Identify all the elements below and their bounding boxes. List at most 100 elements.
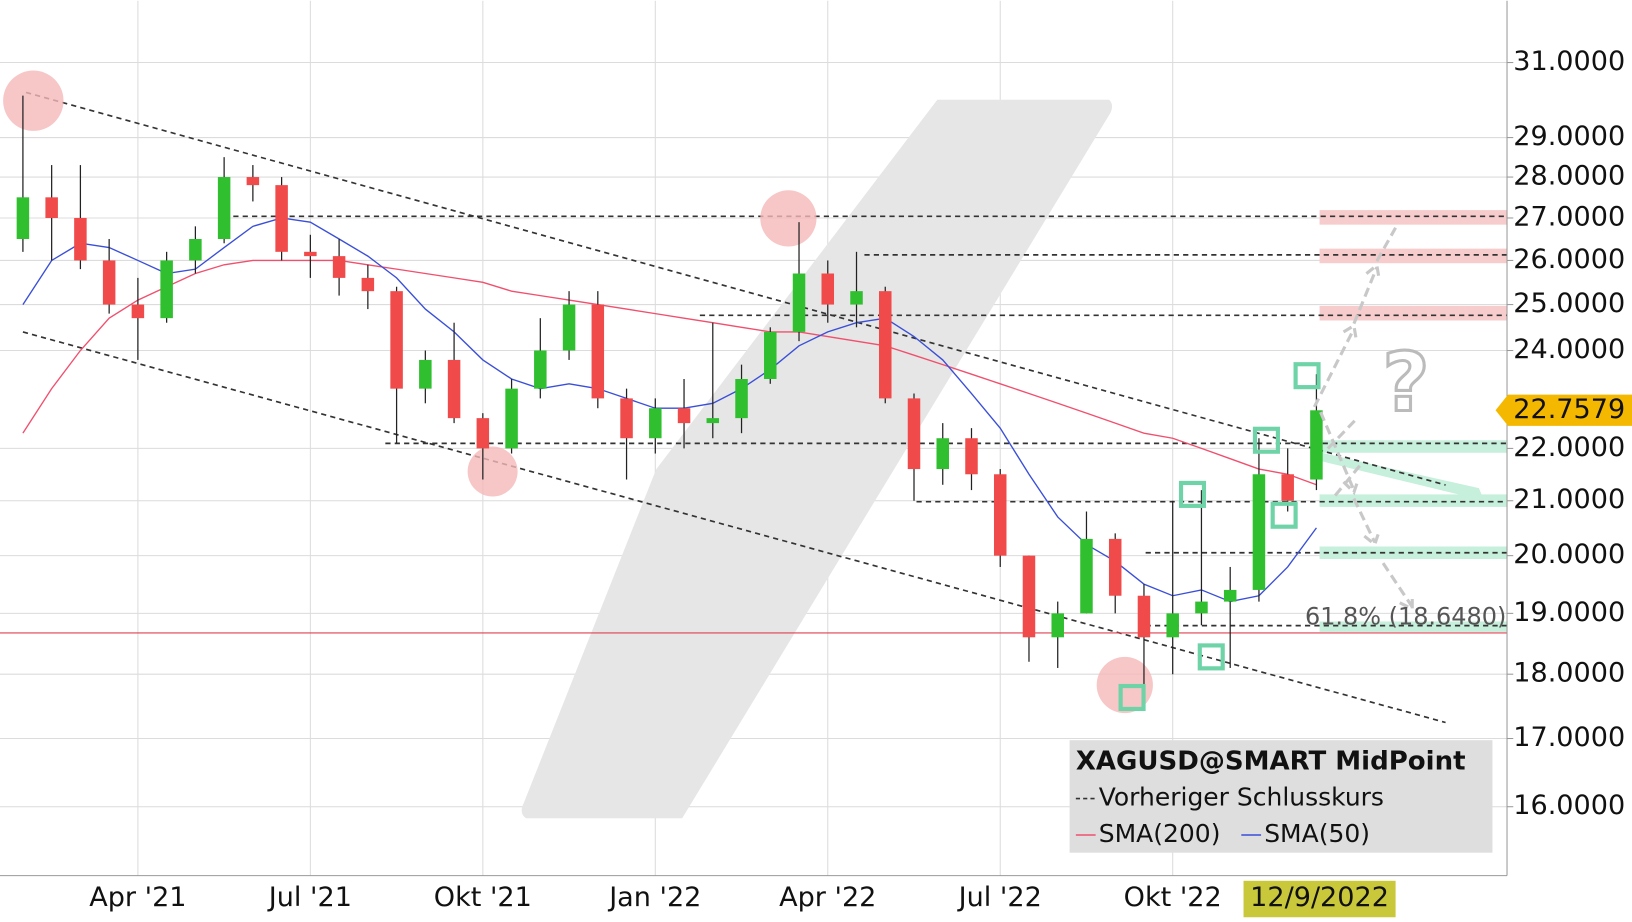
support-zone bbox=[1319, 494, 1508, 507]
candle-body bbox=[534, 350, 547, 389]
candle-body bbox=[419, 359, 432, 389]
candle-body bbox=[189, 239, 202, 261]
marker-square bbox=[1178, 480, 1207, 508]
candle-body bbox=[476, 418, 490, 449]
legend-box bbox=[1069, 740, 1493, 853]
highlights bbox=[3, 70, 1153, 714]
candle-body bbox=[45, 197, 58, 218]
y-tick-label: 17.0000 bbox=[1513, 722, 1625, 753]
candle-body bbox=[447, 359, 461, 419]
x-tick-label: Jan '22 bbox=[607, 882, 701, 913]
plot bbox=[16, 95, 1323, 700]
arrow bbox=[1312, 323, 1358, 408]
candle-body bbox=[74, 217, 87, 261]
legend-label: SMA(50) bbox=[1264, 819, 1370, 848]
x-tick-label: Apr '22 bbox=[779, 882, 876, 913]
resistance-zone bbox=[1319, 210, 1508, 225]
candle-body bbox=[246, 177, 260, 186]
y-tick-label: 18.0000 bbox=[1513, 658, 1625, 689]
candle-body bbox=[1166, 613, 1179, 638]
candle-body bbox=[993, 474, 1007, 556]
resistance-zone bbox=[1319, 248, 1508, 264]
question-mark: ? bbox=[1382, 337, 1429, 431]
candle-body bbox=[1137, 595, 1151, 638]
candle-body bbox=[936, 438, 949, 470]
candle-body bbox=[591, 304, 605, 399]
marker-circle bbox=[3, 70, 64, 131]
legend-label: SMA(200) bbox=[1099, 819, 1221, 848]
candle-body bbox=[850, 291, 863, 305]
candle-body bbox=[131, 304, 145, 319]
y-tick-label: 16.0000 bbox=[1513, 790, 1625, 821]
candle-body bbox=[1022, 555, 1036, 638]
arrow bbox=[1375, 227, 1397, 262]
resistance-zone bbox=[1319, 305, 1508, 321]
x-tick-label: Apr '21 bbox=[89, 882, 186, 913]
candle-body bbox=[965, 438, 978, 475]
grid bbox=[0, 0, 1508, 876]
axes: 16.0000 17.0000 18.0000 19.0000 20.0000 21.00… bbox=[89, 46, 1632, 918]
candle-body bbox=[1195, 601, 1208, 614]
y-tick-label: 20.0000 bbox=[1513, 539, 1625, 570]
levels bbox=[22, 91, 1508, 724]
candle-body bbox=[361, 277, 375, 292]
last-price: 22.7579 bbox=[1513, 394, 1625, 425]
channel-line bbox=[22, 331, 1446, 724]
cursor-date-box bbox=[1243, 880, 1396, 918]
candle-body bbox=[332, 256, 346, 278]
y-tick-label: 21.0000 bbox=[1513, 484, 1625, 515]
candle-body bbox=[649, 408, 662, 439]
y-tick-label: 19.0000 bbox=[1513, 597, 1625, 628]
candle-body bbox=[1108, 538, 1122, 596]
candle-body bbox=[304, 251, 317, 257]
y-tick-label: 24.0000 bbox=[1513, 334, 1625, 365]
y-tick-label: 25.0000 bbox=[1513, 288, 1625, 319]
candle-body bbox=[620, 398, 633, 439]
squares bbox=[1118, 362, 1321, 712]
x-tick-label: Okt '22 bbox=[1124, 882, 1222, 913]
arrow bbox=[1381, 562, 1414, 612]
arrow bbox=[1352, 262, 1381, 325]
marker-circle bbox=[467, 446, 518, 497]
x-tick-label: Jul '22 bbox=[957, 882, 1042, 913]
scenario-arrows bbox=[1312, 227, 1414, 612]
y-tick-label: 22.0000 bbox=[1513, 432, 1625, 463]
arrow bbox=[1352, 497, 1381, 548]
candle-body bbox=[677, 408, 691, 424]
x-tick-label: Okt '21 bbox=[434, 882, 532, 913]
candle-body bbox=[821, 273, 835, 305]
candle-body bbox=[792, 273, 806, 332]
watermark bbox=[521, 99, 1113, 819]
y-tick-label: 28.0000 bbox=[1513, 161, 1625, 192]
candle-body bbox=[1252, 474, 1266, 590]
candle-body bbox=[1281, 474, 1294, 501]
legend-label: Vorheriger Schlusskurs bbox=[1099, 783, 1384, 812]
y-tick-label: 29.0000 bbox=[1513, 121, 1625, 152]
marker-square bbox=[1252, 426, 1280, 454]
candle-body bbox=[505, 388, 518, 449]
candle-body bbox=[160, 260, 173, 319]
sma-line bbox=[22, 217, 1317, 603]
candle-body bbox=[1223, 589, 1237, 602]
candle-body bbox=[1080, 538, 1093, 614]
candle-body bbox=[706, 418, 720, 424]
candle-body bbox=[764, 331, 777, 379]
candle-body bbox=[390, 291, 403, 389]
marker-square bbox=[1118, 683, 1146, 712]
candle-body bbox=[1051, 613, 1064, 638]
candle-body bbox=[275, 185, 288, 252]
candle-body bbox=[735, 378, 748, 419]
candle-body bbox=[907, 398, 921, 470]
marker-square bbox=[1270, 501, 1298, 529]
marker-square bbox=[1197, 643, 1225, 671]
arrow bbox=[1326, 418, 1358, 450]
arrow bbox=[1333, 464, 1362, 497]
support-zone bbox=[1319, 621, 1508, 632]
legend-title: XAGUSD@SMART MidPoint bbox=[1076, 747, 1466, 777]
y-tick-label: 27.0000 bbox=[1513, 201, 1625, 232]
candle-body bbox=[16, 197, 30, 240]
candle-body bbox=[879, 291, 892, 399]
candle-body bbox=[562, 304, 576, 351]
y-tick-label: 31.0000 bbox=[1513, 46, 1625, 77]
